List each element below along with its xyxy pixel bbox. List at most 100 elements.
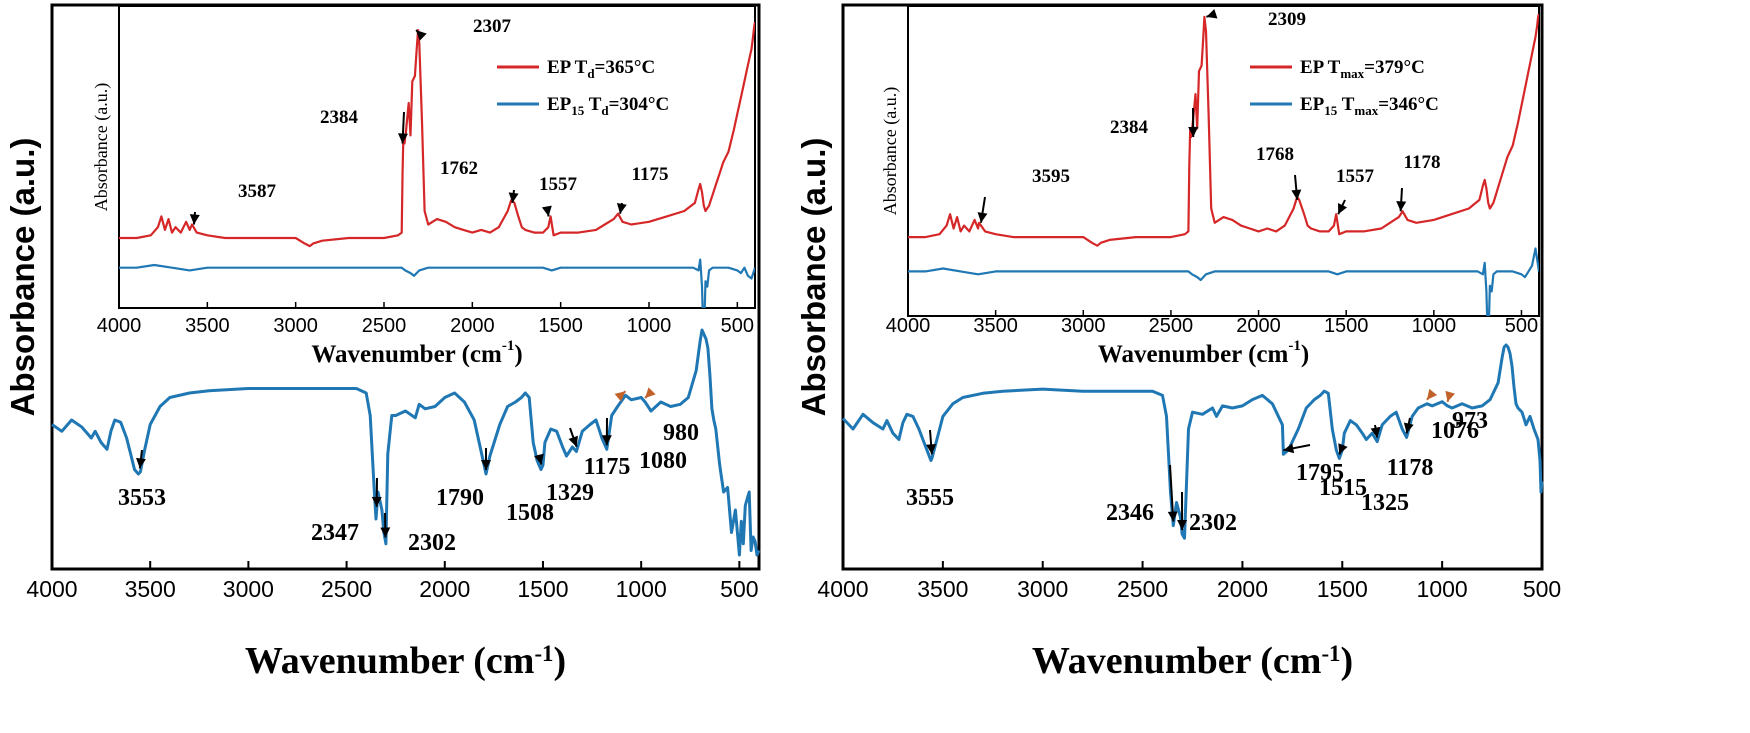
panel-a-inset-annotation-2307-arrow-head [416, 30, 427, 41]
panel-b-x-tick-label: 1500 [1317, 576, 1368, 602]
panel-a-inset-x-tick-label: 1000 [627, 315, 672, 337]
panel-b-inset-x-axis-label: Wavenumber (cm-1) [1098, 338, 1309, 368]
panel-b-y-axis-label: Absorbance (a.u.) [795, 138, 832, 417]
panel-a-annotation-1329-arrow-head [568, 435, 578, 447]
panel-a-x-tick-label: 1000 [616, 576, 667, 602]
panel-b-inset-x-tick-label: 3500 [973, 315, 1018, 337]
panel-b-x-tick-label: 2500 [1117, 576, 1168, 602]
panel-a-inset-x-tick-label: 2500 [362, 315, 407, 337]
panel-b-legend-label: EP15 Tmax=346°C [1300, 94, 1439, 118]
panel-b-inset-annotation-2384-arrow-head [1188, 126, 1199, 137]
panel-a-inset-series-ep-line [119, 21, 755, 248]
panel-a-inset-frame [118, 5, 756, 309]
panel-a-annotation-label: 1175 [584, 454, 631, 480]
panel-b-annotation-label: 2346 [1106, 500, 1154, 526]
panel-b-annotation-label: 1325 [1361, 490, 1409, 516]
panel-b-inset-x-tick-label: 2000 [1236, 315, 1281, 337]
panel-a-annotation-2302-arrow-head [380, 527, 391, 538]
panel-b-inset-x-tick-label: 500 [1505, 315, 1538, 337]
panel-b-inset-annotation-2309-arrow-head [1206, 8, 1218, 19]
panel-a-inset-annotation-1557-arrow-head [541, 205, 552, 217]
panel-b-annotation-2346-arrow-head [1167, 511, 1178, 522]
panel-b-x-tick-label: 500 [1523, 576, 1561, 602]
panel-b-inset-series-ep15-line [908, 247, 1539, 316]
panel-b-x-tick-label: 2000 [1217, 576, 1268, 602]
panel-a-annotation-3553-arrow-head [136, 457, 146, 469]
panel-a-annotation-label: 1508 [506, 500, 554, 526]
panel-b-annotation-973-arrow-head [1445, 390, 1456, 402]
panel-b-annotation-3555-arrow-head [926, 444, 937, 455]
panel-b-inset-annotation-label: 2384 [1110, 117, 1149, 138]
panel-b-x-tick-label: 3000 [1017, 576, 1068, 602]
panel-b-inset-annotation-label: 1178 [1404, 152, 1441, 173]
panel-b-annotation-1076-arrow-head [1426, 388, 1438, 400]
panel-a-inset-x-tick-label: 3500 [185, 315, 230, 337]
panel-a-y-axis-label: Absorbance (a.u.) [4, 138, 41, 417]
panel-a-inset-annotation-label: 1557 [539, 174, 578, 195]
panel-a-inset-x-axis-label: Wavenumber (cm-1) [311, 338, 522, 368]
panel-a-x-tick-label: 3500 [125, 576, 176, 602]
panel-b-annotation-label: 3555 [906, 485, 954, 511]
panel-a-annotation-label: 1080 [639, 448, 687, 474]
panel-a-inset-annotation-2384-arrow-head [397, 133, 408, 144]
panel-b-inset-annotation-1768-arrow-head [1291, 189, 1302, 200]
panel-b-x-tick-label: 1000 [1417, 576, 1468, 602]
panel-b-inset-annotation-label: 1557 [1336, 166, 1375, 187]
panel-a-inset-annotation-label: 2384 [320, 107, 359, 128]
panel-b-x-tick-label: 3500 [917, 576, 968, 602]
panel-a-annotation-1080-arrow-head [614, 391, 626, 402]
panel-b-inset-series-ep-line [908, 13, 1539, 247]
panel-a-inset-annotation-label: 3587 [238, 181, 277, 202]
panel-a-annotation-1790-arrow-head [481, 459, 492, 470]
panel-a-legend-label: EP Td=365°C [547, 57, 655, 81]
panel-a-annotation-label: 1790 [436, 485, 484, 511]
panel-a-x-tick-label: 2000 [419, 576, 470, 602]
panel-b-annotation-1178-arrow-head [1403, 422, 1414, 434]
panel-a-inset-annotation-1175-arrow-head [616, 202, 627, 214]
panel-b-inset-annotation-1178-arrow-head [1396, 201, 1407, 212]
panel-b-legend-label: EP Tmax=379°C [1300, 57, 1425, 81]
panel-b-annotation-label: 973 [1452, 408, 1488, 434]
panel-a-inset-y-axis-label: Absorbance (a.u.) [91, 83, 112, 211]
panel-b-inset-x-tick-label: 4000 [886, 315, 931, 337]
panel-b-annotation-label: 1515 [1319, 475, 1367, 501]
panel-a-legend-label: EP15 Td=304°C [547, 94, 669, 118]
panel-b-inset-x-tick-label: 2500 [1149, 315, 1194, 337]
panel-b-annotation-label: 1795 [1296, 460, 1344, 486]
panel-b-inset-annotation-3595-arrow-head [977, 212, 988, 223]
panel-b-annotation-1325-arrow-head [1370, 426, 1381, 438]
panel-b-inset-annotation-label: 2309 [1268, 9, 1306, 30]
panel-b-x-tick-label: 4000 [817, 576, 868, 602]
panel-a-inset-annotation-3587-arrow-head [189, 214, 200, 225]
panel-b-inset-frame [907, 5, 1540, 317]
panel-a-inset-series-ep15-line [119, 258, 755, 308]
panel-a-annotation-label: 980 [663, 420, 699, 446]
panel-b-annotation-label: 1076 [1431, 418, 1479, 444]
panel-b-annotation-label: 2302 [1189, 510, 1237, 536]
panel-a-inset-x-tick-label: 500 [721, 315, 754, 337]
panel-b-annotation-1795-arrow-head [1283, 443, 1295, 454]
panel-a-annotation-2347-arrow-head [371, 496, 382, 507]
panel-b-inset-annotation-1557-arrow-head [1338, 203, 1348, 215]
panel-a-inset-annotation-1762-arrow-head [508, 192, 519, 203]
panel-a-annotation-1508-arrow-head [534, 453, 544, 465]
panel-a-inset-x-tick-label: 2000 [450, 315, 495, 337]
panel-a-inset-annotation-label: 1762 [440, 158, 478, 179]
panel-a-inset-annotation-label: 1175 [632, 164, 669, 185]
panel-a-x-tick-label: 1500 [517, 576, 568, 602]
panel-b-inset-x-tick-label: 3000 [1061, 315, 1106, 337]
panel-b-x-axis-label: Wavenumber (cm-1) [1032, 640, 1353, 682]
panel-a-inset-x-tick-label: 1500 [538, 315, 583, 337]
panel-a-annotation-label: 2347 [311, 520, 359, 546]
panel-b-inset-annotation-label: 1768 [1256, 144, 1294, 165]
panel-a-x-tick-label: 3000 [223, 576, 274, 602]
panel-b-main-series-line [841, 343, 1544, 540]
panel-a-x-axis-label: Wavenumber (cm-1) [245, 640, 566, 682]
panel-a-inset-x-tick-label: 4000 [97, 315, 142, 337]
panel-a-main-series-line [51, 328, 761, 557]
panel-a-annotation-label: 1329 [546, 480, 594, 506]
panel-a-annotation-980-arrow-head [645, 387, 656, 398]
panel-b-inset-annotation-label: 3595 [1032, 166, 1070, 187]
panel-b-inset-x-tick-label: 1000 [1412, 315, 1457, 337]
